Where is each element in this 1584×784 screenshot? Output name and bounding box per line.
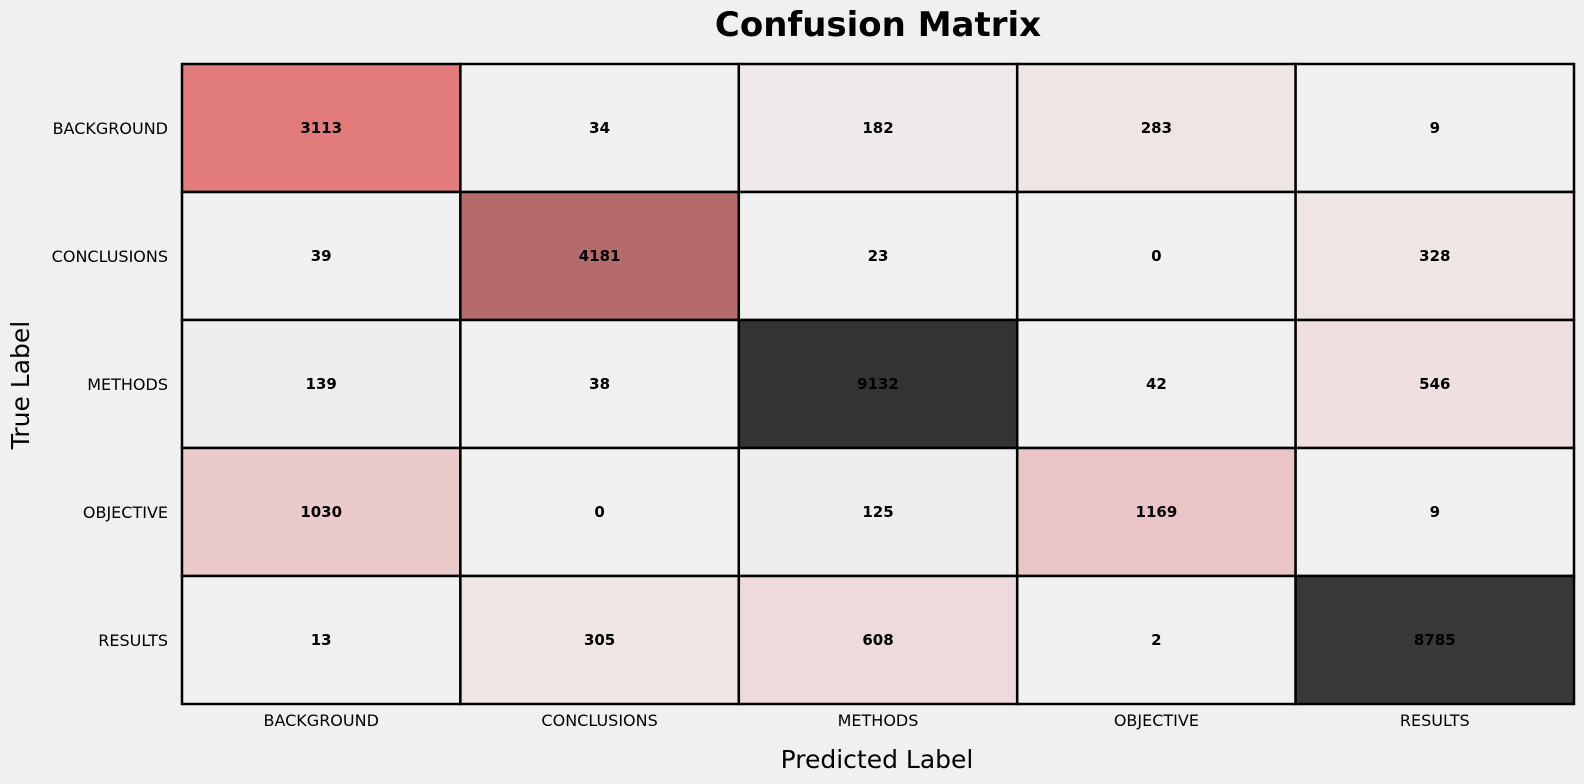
heatmap-cell [459,574,741,706]
cell-value-label: 9132 [857,375,899,393]
heatmap-cell [459,318,741,450]
x-tick-labels: BACKGROUND CONCLUSIONS METHODS OBJECTIVE RES… [263,711,1469,730]
cell-value-label: 13 [311,631,332,649]
cell-value-label: 283 [1141,119,1172,137]
cell-value-label: 34 [589,119,610,137]
cell-value-label: 23 [868,247,889,265]
cell-value-label: 1030 [300,503,342,521]
y-tick-label: OBJECTIVE [83,503,168,522]
heatmap-cell [1015,62,1297,194]
y-tick-labels: BACKGROUND CONCLUSIONS METHODS OBJECTIVE RES… [52,119,168,650]
cell-value-label: 328 [1419,247,1450,265]
heatmap-cell [737,62,1019,194]
heatmap-cell [737,574,1019,706]
heatmap-cell [1294,574,1576,706]
x-tick-label: RESULTS [1400,711,1470,730]
cell-value-label: 0 [1151,247,1161,265]
heatmap-cell [180,574,462,706]
cell-value-label: 9 [1430,119,1440,137]
cell-value-label: 39 [311,247,332,265]
cell-value-label: 139 [306,375,337,393]
x-tick-label: CONCLUSIONS [541,711,657,730]
cell-value-label: 4181 [579,247,621,265]
cell-value-label: 9 [1430,503,1440,521]
heatmap-cell [1294,190,1576,322]
heatmap-cell [180,62,462,194]
cell-value-label: 8785 [1414,631,1456,649]
x-tick-label: BACKGROUND [263,711,378,730]
heatmap-cell [459,446,741,578]
chart-title: Confusion Matrix [715,5,1041,45]
cell-value-label: 546 [1419,375,1450,393]
heatmap-cell [737,190,1019,322]
x-tick-label: METHODS [838,711,919,730]
heatmap-cell [180,190,462,322]
cell-value-label: 1169 [1136,503,1178,521]
heatmap-cell [1294,318,1576,450]
x-axis-label: Predicted Label [781,745,974,774]
heatmap-cell [180,446,462,578]
y-axis-label: True Label [6,321,35,451]
y-tick-label: BACKGROUND [53,119,168,138]
y-tick-label: RESULTS [98,631,168,650]
cell-value-label: 125 [862,503,893,521]
cell-value-label: 608 [862,631,893,649]
cell-value-label: 305 [584,631,615,649]
cell-value-label: 0 [594,503,604,521]
cell-value-label: 42 [1146,375,1167,393]
cell-value-label: 182 [862,119,893,137]
cell-value-label: 3113 [300,119,342,137]
heatmap-cell [1294,446,1576,578]
cell-value-label: 2 [1151,631,1161,649]
heatmap-cell [737,446,1019,578]
cell-value-label: 38 [589,375,610,393]
heatmap-cell [459,62,741,194]
y-tick-label: METHODS [87,375,168,394]
heatmap-cell [1015,446,1297,578]
x-tick-label: OBJECTIVE [1114,711,1199,730]
heatmap-cell [1015,318,1297,450]
y-tick-label: CONCLUSIONS [52,247,168,266]
